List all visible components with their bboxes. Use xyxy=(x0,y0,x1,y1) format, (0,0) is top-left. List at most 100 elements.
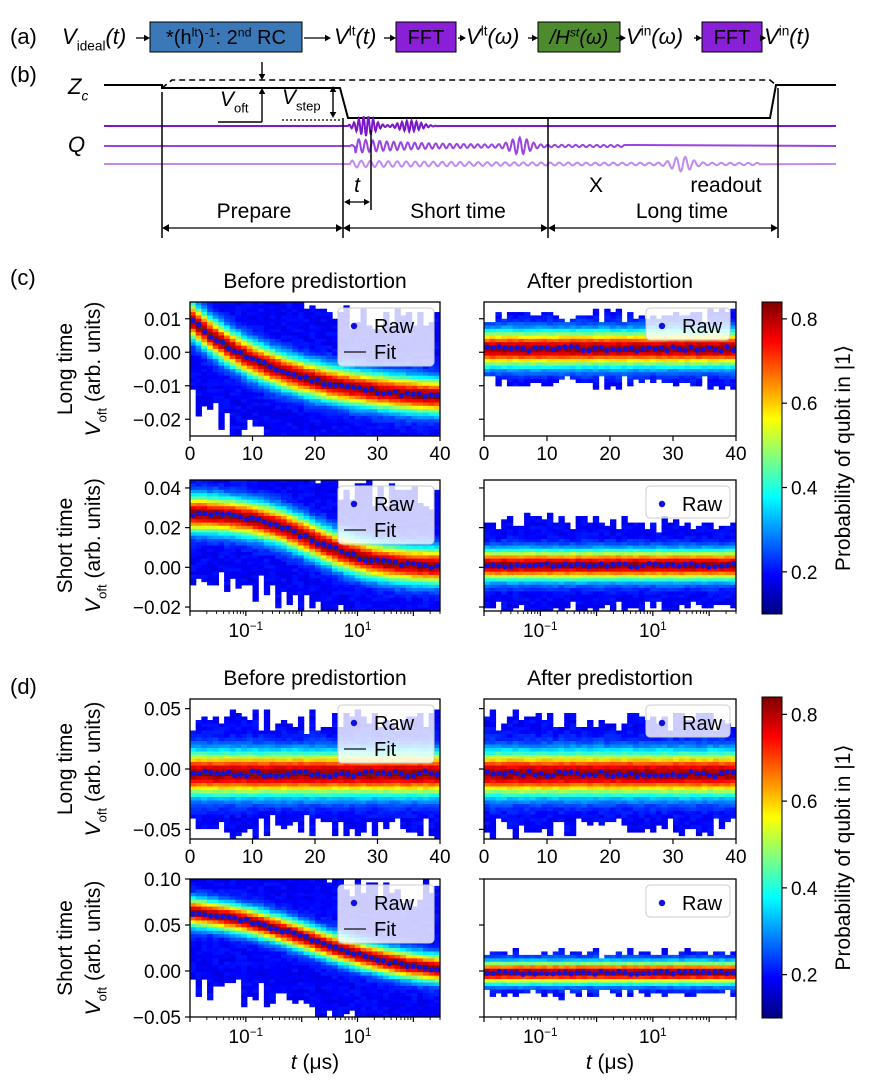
heatmap-cell xyxy=(524,558,531,563)
heatmap-cell xyxy=(241,499,248,504)
heatmap-cell xyxy=(388,594,396,599)
heatmap-cell xyxy=(332,375,339,380)
heatmap-cell xyxy=(343,597,350,602)
heatmap-cell xyxy=(326,509,333,514)
heatmap-cell xyxy=(212,506,220,511)
heatmap-cell xyxy=(354,607,362,611)
heatmap-cell xyxy=(315,308,322,313)
heatmap-cell xyxy=(489,548,497,553)
heatmap-cell xyxy=(297,328,305,333)
heatmap-cell xyxy=(529,332,537,337)
heatmap-cell xyxy=(241,512,248,517)
heatmap-cell xyxy=(218,395,225,400)
heatmap-cell xyxy=(286,345,293,350)
heatmap-cell xyxy=(269,348,276,353)
raw-point xyxy=(321,541,327,547)
heatmap-cell xyxy=(638,332,645,337)
heatmap-cell xyxy=(224,483,231,488)
heatmap-cell xyxy=(547,607,554,611)
heatmap-cell xyxy=(377,545,384,550)
heatmap-cell xyxy=(638,352,645,357)
heatmap-cell xyxy=(484,355,491,360)
heatmap-cell xyxy=(332,385,339,390)
heatmap-cell xyxy=(212,502,220,507)
heatmap-cell xyxy=(275,532,282,537)
heatmap-cell xyxy=(529,372,537,377)
heatmap-cell xyxy=(604,332,611,337)
raw-point xyxy=(550,347,556,353)
heatmap-cell xyxy=(275,496,282,501)
heatmap-cell xyxy=(638,328,645,333)
heatmap-cell xyxy=(286,535,293,540)
heatmap-cell xyxy=(592,529,600,534)
heatmap-cell xyxy=(269,512,276,517)
heatmap-cell xyxy=(246,565,254,570)
heatmap-cell xyxy=(297,358,305,363)
heatmap-cell xyxy=(332,588,339,592)
heatmap-cell xyxy=(315,584,322,589)
heatmap-cell xyxy=(275,425,282,430)
heatmap-cell xyxy=(377,607,384,611)
heatmap-cell xyxy=(422,601,430,606)
heatmap-cell xyxy=(667,372,674,377)
heatmap-cell xyxy=(332,409,339,414)
heatmap-cell xyxy=(434,591,440,596)
heatmap-cell xyxy=(218,365,225,370)
heatmap-cell xyxy=(326,328,333,333)
heatmap-cell xyxy=(627,358,634,363)
raw-point xyxy=(484,344,490,350)
heatmap-cell xyxy=(292,402,299,407)
heatmap-cell xyxy=(332,372,339,377)
heatmap-cell xyxy=(349,382,356,387)
heatmap-cell xyxy=(303,480,310,484)
heatmap-cell xyxy=(592,325,600,330)
heatmap-cell xyxy=(724,382,731,387)
heatmap-cell xyxy=(632,322,640,327)
raw-point xyxy=(380,391,387,397)
heatmap-cell xyxy=(587,332,594,337)
heatmap-cell xyxy=(332,425,339,430)
heatmap-cell xyxy=(405,555,413,560)
heatmap-cell xyxy=(718,338,726,343)
heatmap-cell xyxy=(434,365,440,370)
heatmap-cell xyxy=(280,352,288,357)
heatmap-cell xyxy=(235,335,242,340)
heatmap-cell xyxy=(552,529,560,534)
heatmap-cell xyxy=(394,604,401,609)
raw-point xyxy=(315,541,321,547)
legend-marker-raw xyxy=(350,500,358,508)
heatmap-cell xyxy=(388,429,396,434)
heatmap-cell xyxy=(366,395,373,400)
heatmap-cell xyxy=(581,342,588,347)
heatmap-cell xyxy=(224,308,231,313)
heatmap-cell xyxy=(207,571,214,576)
heatmap-cell xyxy=(343,365,350,370)
heatmap-cell xyxy=(524,382,531,387)
heatmap-cell xyxy=(286,322,293,327)
heatmap-cell xyxy=(303,385,310,390)
heatmap-cell xyxy=(246,542,254,547)
heatmap-cell xyxy=(303,362,310,367)
raw-point xyxy=(392,388,398,395)
heatmap-cell xyxy=(366,422,373,427)
heatmap-cell xyxy=(258,506,265,511)
heatmap-cell xyxy=(678,352,686,357)
heatmap-cell xyxy=(343,305,350,310)
heatmap-cell xyxy=(280,325,288,330)
heatmap-cell xyxy=(320,405,327,410)
heatmap-cell xyxy=(315,581,322,586)
legend-entry-fit: Fit xyxy=(374,342,397,364)
heatmap-cell xyxy=(190,578,197,583)
heatmap-cell xyxy=(529,379,537,383)
heatmap-cell xyxy=(541,372,548,377)
heatmap-cell xyxy=(263,312,271,316)
heatmap-cell xyxy=(417,545,424,550)
heatmap-cell xyxy=(280,571,288,576)
heatmap-cell xyxy=(501,558,508,563)
heatmap-cell xyxy=(569,369,577,373)
heatmap-cell xyxy=(632,338,640,343)
heatmap-cell xyxy=(506,355,514,360)
heatmap-cell xyxy=(269,318,276,323)
heatmap-cell xyxy=(377,382,384,387)
